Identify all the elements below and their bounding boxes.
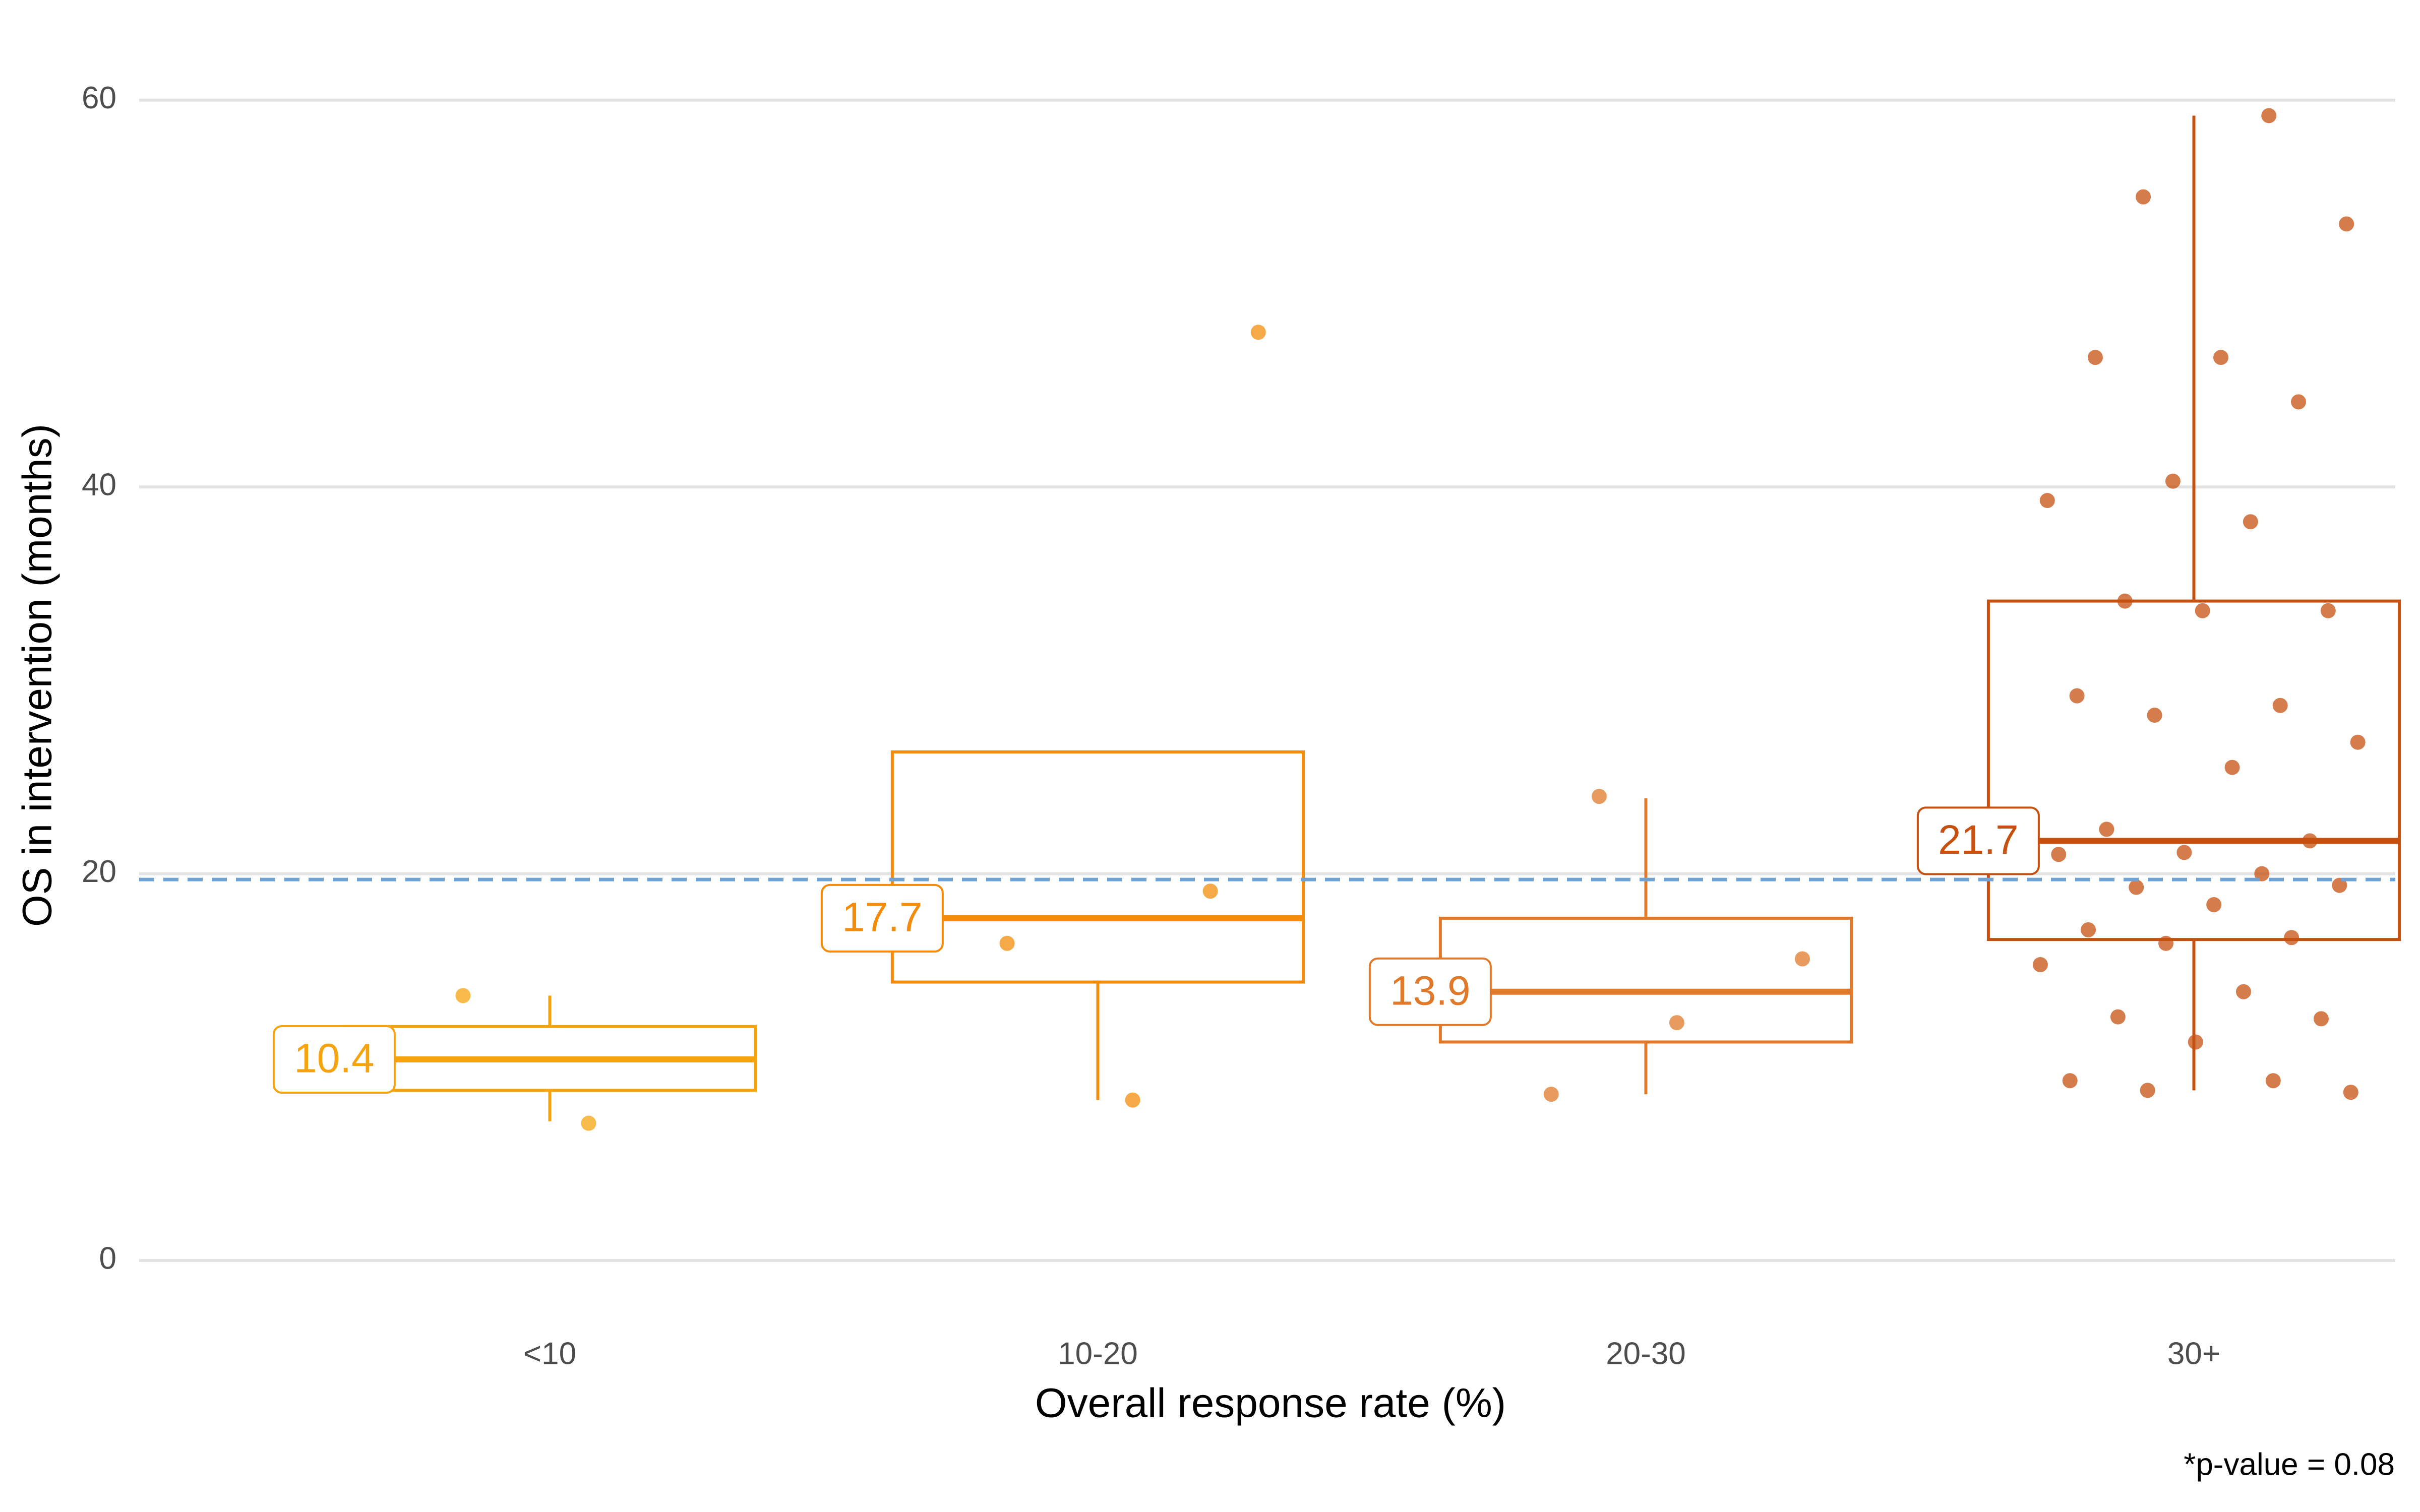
data-point — [2087, 350, 2103, 365]
data-point — [1669, 1015, 1684, 1031]
data-point — [2350, 734, 2366, 750]
data-point — [2261, 108, 2277, 123]
data-point — [2099, 822, 2114, 837]
data-point — [2129, 879, 2144, 895]
data-point — [2224, 760, 2240, 775]
data-point — [1250, 325, 1266, 340]
data-point — [2117, 593, 2133, 609]
median-label-box — [1916, 806, 2040, 875]
data-point — [2062, 1073, 2078, 1089]
data-point — [1543, 1087, 1559, 1102]
data-point — [581, 1115, 596, 1131]
y-tick-label: 20 — [82, 854, 116, 889]
median-label-box — [820, 884, 944, 953]
data-point — [2069, 688, 2085, 704]
data-point — [2176, 845, 2192, 860]
y-tick-label: 40 — [82, 468, 116, 502]
box — [890, 750, 1305, 984]
data-point — [1202, 884, 1218, 899]
data-point — [2147, 707, 2162, 723]
median-label: 21.7 — [1938, 817, 2019, 863]
x-tick-label: <10 — [523, 1336, 576, 1371]
median-label-box — [1368, 957, 1492, 1026]
data-point — [2051, 847, 2067, 862]
data-point — [2039, 493, 2055, 509]
data-point — [1794, 951, 1810, 967]
median-label: 13.9 — [1390, 968, 1471, 1014]
box — [1986, 599, 2401, 941]
data-point — [999, 935, 1015, 951]
data-point — [2140, 1083, 2155, 1098]
data-point — [2136, 189, 2151, 205]
median-label: 10.4 — [294, 1036, 375, 1082]
data-point — [455, 988, 471, 1003]
x-tick-label: 20-30 — [1606, 1336, 1686, 1371]
data-point — [2313, 1011, 2329, 1027]
x-tick-label: 10-20 — [1058, 1336, 1138, 1371]
data-point — [2243, 514, 2258, 530]
data-point — [2320, 603, 2336, 618]
data-point — [2165, 473, 2181, 489]
data-point — [2332, 877, 2347, 893]
data-point — [2291, 394, 2307, 410]
data-point — [2339, 216, 2354, 232]
data-point — [2032, 957, 2048, 972]
data-point — [2343, 1085, 2358, 1100]
median-label: 17.7 — [842, 895, 923, 940]
data-point — [2302, 833, 2318, 849]
data-point — [2213, 350, 2229, 365]
x-axis-title: Overall response rate (%) — [1035, 1380, 1506, 1426]
data-point — [2110, 1009, 2126, 1025]
annotation: *p-value = 0.08 — [2184, 1447, 2395, 1482]
data-point — [2254, 866, 2270, 881]
median-label-box — [272, 1025, 396, 1094]
data-point — [1125, 1092, 1140, 1108]
data-point — [2158, 935, 2174, 951]
data-point — [2284, 930, 2300, 946]
data-point — [2188, 1034, 2203, 1050]
y-axis-title: OS in intervention (months) — [15, 424, 60, 927]
data-point — [2195, 603, 2210, 618]
y-tick-label: 60 — [82, 81, 116, 115]
data-point — [2206, 897, 2222, 913]
data-point — [2235, 984, 2251, 999]
data-point — [2081, 922, 2096, 937]
data-point — [1591, 789, 1607, 804]
data-point — [2265, 1073, 2281, 1089]
x-tick-label: 30+ — [2167, 1336, 2220, 1371]
y-tick-label: 0 — [99, 1241, 116, 1276]
data-point — [2272, 698, 2288, 713]
box — [1438, 916, 1853, 1044]
